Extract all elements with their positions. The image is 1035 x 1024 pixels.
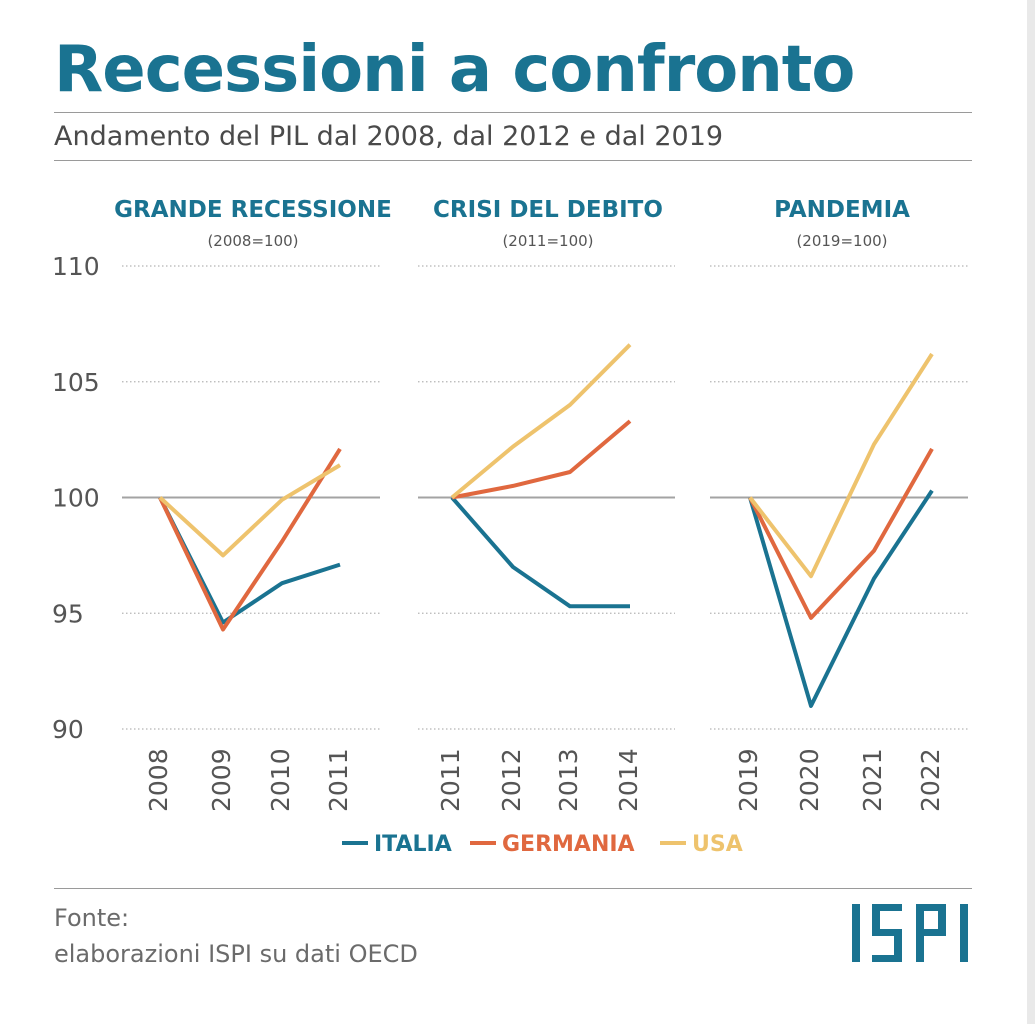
series-line-usa [748, 352, 934, 579]
x-tick-label: 2008 [144, 748, 173, 812]
series-line-usa [158, 463, 342, 558]
x-tick-label: 2022 [916, 748, 945, 812]
x-tick-label: 2011 [324, 748, 353, 812]
series-line-germania [451, 419, 632, 500]
series-line-germania [748, 447, 934, 620]
x-tick-label: 2014 [614, 748, 643, 812]
series-line-italia [450, 496, 630, 609]
x-tick-label: 2010 [266, 748, 295, 812]
chart-panel-1: GRANDE RECESSIONE (2008=100) 2008 2009 2010 2… [114, 197, 392, 812]
legend-item-germania: GERMANIA [470, 832, 635, 857]
chart-title: Recessioni a confronto [54, 33, 855, 107]
legend-label: USA [692, 832, 743, 857]
x-tick-label: 2013 [554, 748, 583, 812]
page-edge [1027, 0, 1035, 1024]
series-line-italia [158, 496, 341, 625]
x-tick-label: 2012 [497, 748, 526, 812]
x-tick-label: 2009 [207, 748, 236, 812]
x-tick-label: 2021 [858, 748, 887, 812]
chart-panel-2: CRISI DEL DEBITO (2011=100) 2011 2012 2013 20… [418, 197, 675, 812]
source-label: Fonte: [54, 904, 130, 932]
chart-subtitle: Andamento del PIL dal 2008, dal 2012 e d… [54, 121, 724, 152]
panel-title: CRISI DEL DEBITO [433, 197, 663, 223]
legend-item-italia: ITALIA [342, 832, 452, 857]
y-tick-label: 90 [52, 715, 84, 744]
legend-label: GERMANIA [502, 832, 635, 857]
panel-subtitle: (2019=100) [796, 232, 887, 250]
panel-subtitle: (2008=100) [207, 232, 298, 250]
title-divider [54, 112, 972, 113]
y-tick-label: 100 [52, 484, 100, 513]
chart-panel-3: PANDEMIA (2019=100) 2019 2020 2021 2022 [710, 197, 968, 812]
x-tick-label: 2011 [436, 748, 465, 812]
legend-item-usa: USA [660, 832, 743, 857]
y-tick-label: 95 [52, 599, 84, 628]
source-text: elaborazioni ISPI su dati OECD [54, 940, 418, 968]
footer-divider [54, 888, 972, 889]
series-line-germania [158, 447, 342, 632]
x-tick-label: 2020 [795, 748, 824, 812]
series-line-italia [748, 489, 934, 708]
panel-subtitle: (2011=100) [502, 232, 593, 250]
ispi-logo [852, 904, 968, 962]
panel-title: GRANDE RECESSIONE [114, 197, 392, 223]
series-line-usa [450, 343, 632, 500]
panel-title: PANDEMIA [774, 197, 910, 223]
y-tick-label: 105 [52, 368, 100, 397]
subtitle-divider [54, 160, 972, 161]
y-tick-label: 110 [52, 252, 100, 281]
source-note: Fonte: elaborazioni ISPI su dati OECD [54, 900, 418, 972]
x-tick-label: 2019 [734, 748, 763, 812]
legend-label: ITALIA [374, 832, 452, 857]
